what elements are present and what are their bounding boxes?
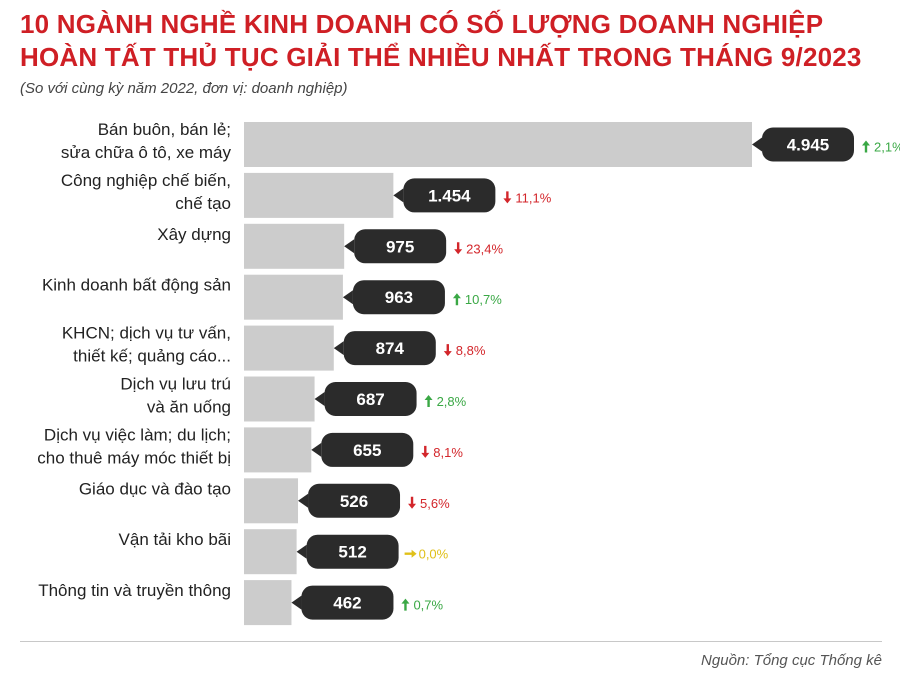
category-label: Giáo dục và đào tạo bbox=[79, 479, 231, 498]
bar bbox=[244, 274, 343, 320]
value-bubble bbox=[308, 483, 401, 518]
arrow-down-icon bbox=[421, 445, 430, 458]
bar bbox=[244, 478, 299, 524]
value-bubble-pointer bbox=[333, 341, 344, 356]
arrow-down-icon bbox=[443, 344, 452, 357]
category-label: Dịch vụ lưu trú và ăn uống bbox=[120, 375, 231, 417]
value-bubble bbox=[306, 534, 399, 569]
chart-subtitle: (So với cùng kỳ năm 2022, đơn vị: doanh … bbox=[20, 80, 348, 97]
value-bubble-pointer bbox=[296, 544, 307, 559]
bar bbox=[244, 172, 394, 218]
bar bbox=[244, 223, 345, 269]
arrow-down-icon bbox=[503, 191, 512, 204]
value-bubble-pointer bbox=[342, 290, 353, 305]
category-label: Dịch vụ việc làm; du lịch; cho thuê máy m… bbox=[37, 425, 231, 467]
change-label: 8,1% bbox=[433, 445, 463, 460]
value-bubble bbox=[321, 432, 414, 467]
source-note: Nguồn: Tổng cục Thống kê bbox=[701, 652, 882, 669]
bar bbox=[244, 325, 334, 371]
change-label: 10,7% bbox=[465, 292, 502, 307]
category-label-line: Dịch vụ việc làm; du lịch; bbox=[44, 425, 231, 444]
bar bbox=[244, 427, 312, 473]
title-line-1: 10 NGÀNH NGHỀ KINH DOANH CÓ SỐ LƯỢNG DOA… bbox=[20, 9, 824, 39]
bar bbox=[244, 529, 297, 575]
value-bubble bbox=[301, 585, 394, 620]
arrow-up-icon bbox=[424, 395, 433, 407]
title-line-2: HOÀN TẤT THỦ TỤC GIẢI THỂ NHIỀU NHẤT TRO… bbox=[20, 42, 862, 72]
data-label: 512 bbox=[338, 543, 366, 562]
value-bubble-pointer bbox=[344, 239, 355, 254]
category-label-line: KHCN; dịch vụ tư vấn, bbox=[62, 324, 231, 343]
value-bubble bbox=[324, 382, 417, 416]
value-bubble bbox=[762, 127, 854, 162]
chart-title: 10 NGÀNH NGHỀ KINH DOANH CÓ SỐ LƯỢNG DOA… bbox=[20, 8, 862, 74]
bar bbox=[244, 122, 752, 167]
category-label: Vận tải kho bãi bbox=[119, 530, 231, 549]
arrow-up-icon bbox=[452, 293, 461, 306]
category-label-line: chế tạo bbox=[175, 194, 231, 213]
bar bbox=[244, 376, 315, 422]
data-label: 975 bbox=[386, 237, 414, 256]
change-label: 8,8% bbox=[456, 343, 486, 358]
value-bubble bbox=[403, 178, 496, 213]
data-label: 526 bbox=[340, 492, 368, 511]
data-label: 687 bbox=[356, 390, 384, 409]
category-label-line: cho thuê máy móc thiết bị bbox=[37, 448, 231, 467]
arrow-right-icon bbox=[404, 549, 417, 558]
category-label: Công nghiệp chế biến, chế tạo bbox=[61, 171, 231, 213]
value-bubble-pointer bbox=[393, 188, 404, 203]
arrow-up-icon bbox=[862, 140, 870, 153]
footer-divider bbox=[20, 641, 882, 642]
category-label-line: Dịch vụ lưu trú bbox=[120, 375, 231, 394]
change-label: 11,1% bbox=[515, 190, 551, 205]
change-label: 2,1% bbox=[874, 140, 900, 155]
data-label: 963 bbox=[385, 288, 413, 307]
data-label: 1.454 bbox=[428, 186, 471, 205]
value-bubble-pointer bbox=[752, 137, 762, 152]
category-label: Bán buôn, bán lẻ; sửa chữa ô tô, xe máy bbox=[61, 120, 232, 162]
data-label: 874 bbox=[376, 339, 405, 358]
value-bubble-pointer bbox=[311, 442, 322, 457]
value-bubble-pointer bbox=[298, 493, 309, 508]
category-label: KHCN; dịch vụ tư vấn, thiết kế; quảng cáo… bbox=[62, 324, 231, 366]
change-label: 23,4% bbox=[466, 241, 503, 256]
data-label: 655 bbox=[353, 441, 381, 460]
category-label: Kinh doanh bất động sản bbox=[42, 276, 231, 295]
value-bubble-pointer bbox=[291, 595, 302, 610]
data-label: 4.945 bbox=[787, 136, 830, 155]
category-label-line: Công nghiệp chế biến, bbox=[61, 171, 231, 190]
value-bubble bbox=[352, 280, 445, 315]
value-bubble bbox=[354, 229, 447, 264]
bar bbox=[244, 580, 292, 626]
data-label: 462 bbox=[333, 594, 361, 613]
change-label: 5,6% bbox=[420, 496, 450, 511]
change-label: 0,0% bbox=[419, 547, 449, 562]
arrow-down-icon bbox=[454, 242, 463, 255]
value-bubble-pointer bbox=[314, 392, 325, 406]
category-label: Xây dựng bbox=[157, 225, 231, 244]
category-label: Thông tin và truyền thông bbox=[38, 581, 231, 600]
change-label: 2,8% bbox=[437, 394, 467, 409]
category-label-line: thiết kế; quảng cáo... bbox=[73, 347, 231, 366]
change-label: 0,7% bbox=[413, 598, 443, 613]
category-label-line: Bán buôn, bán lẻ; bbox=[98, 120, 231, 139]
arrow-up-icon bbox=[401, 598, 410, 611]
category-label-line: sửa chữa ô tô, xe máy bbox=[61, 143, 232, 162]
arrow-down-icon bbox=[408, 496, 417, 509]
category-label-line: và ăn uống bbox=[147, 398, 231, 417]
value-bubble bbox=[343, 331, 436, 366]
